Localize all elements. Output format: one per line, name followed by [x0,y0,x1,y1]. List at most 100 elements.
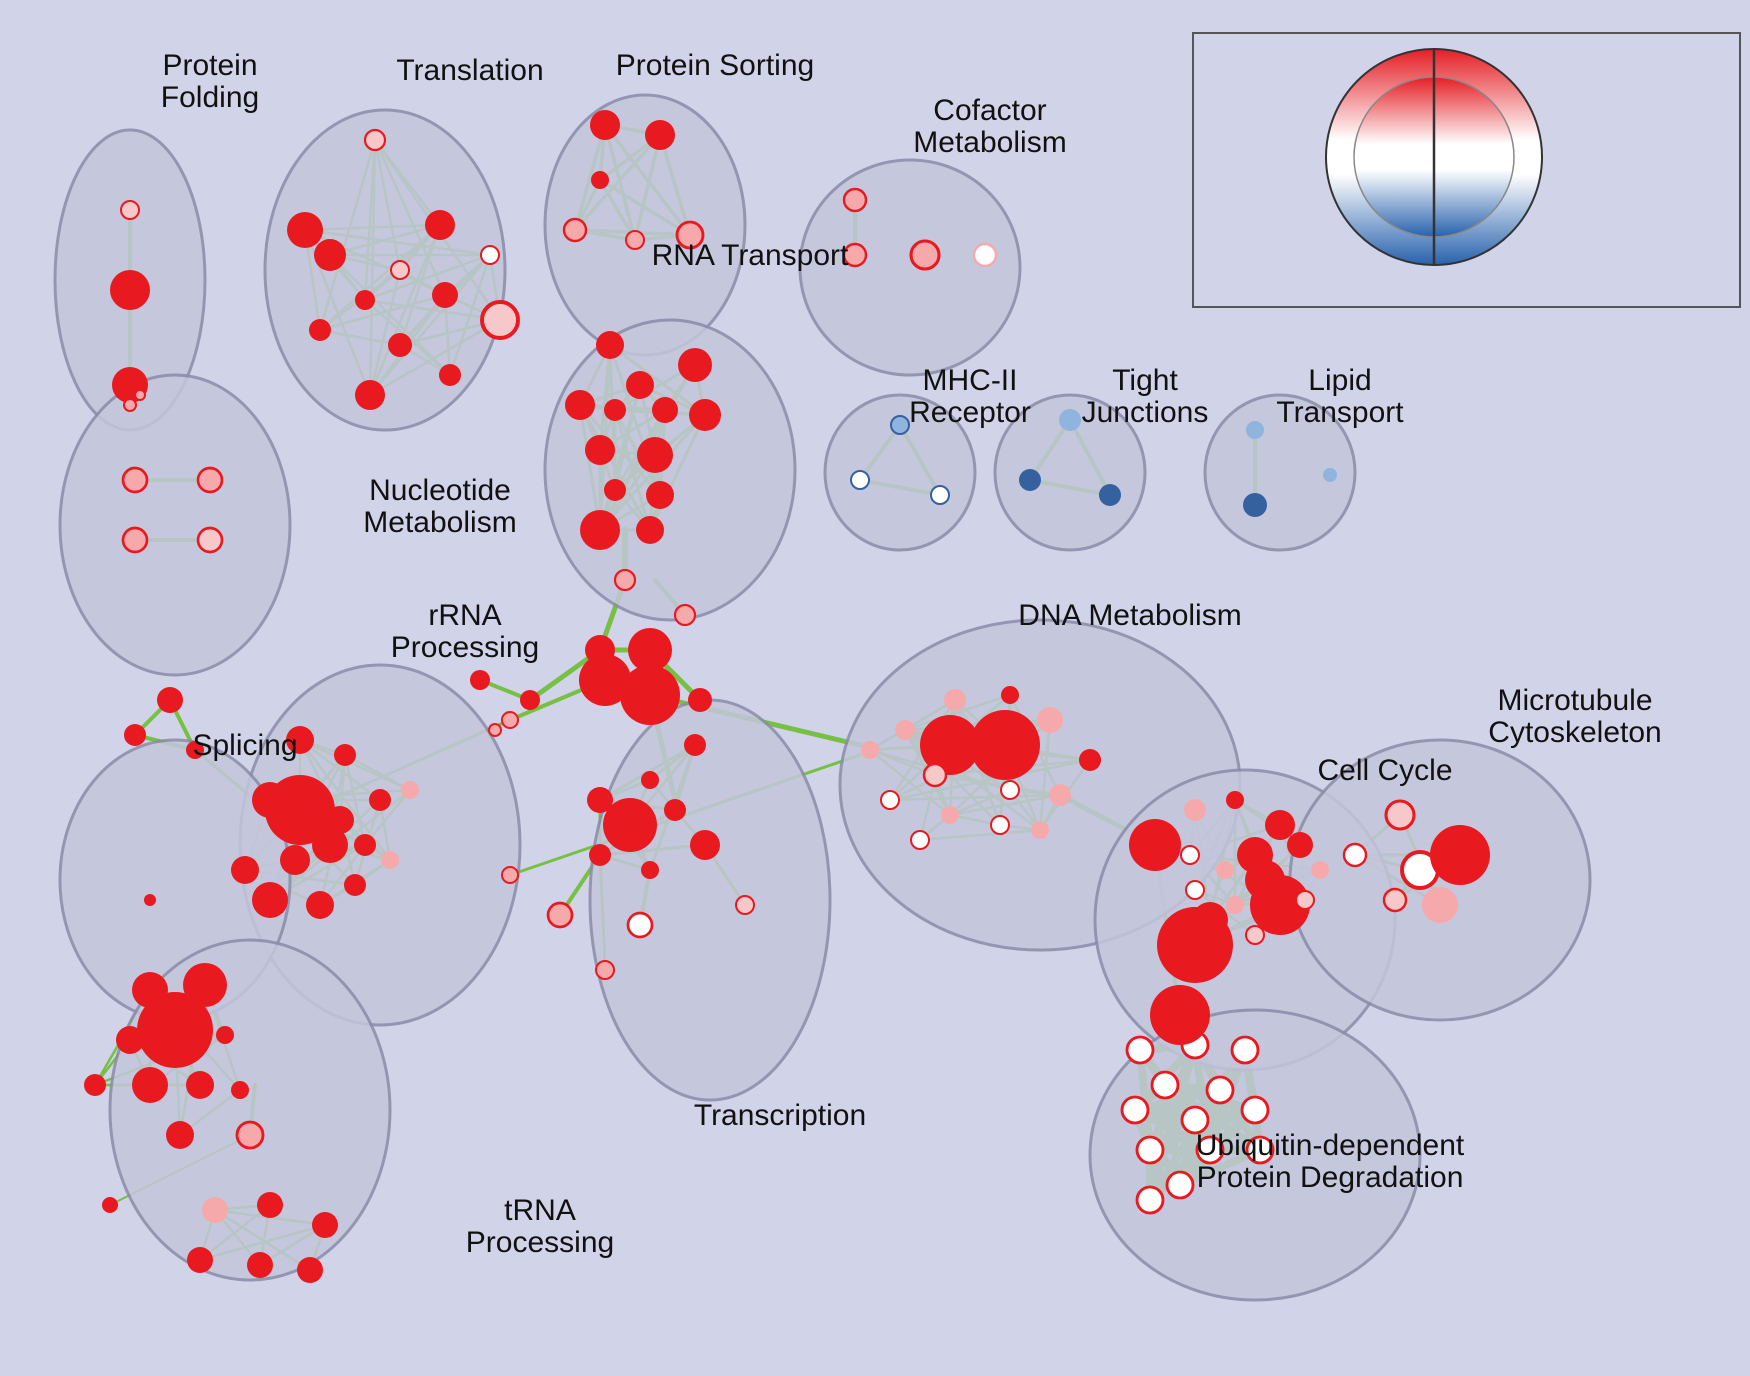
gene-set-node[interactable] [381,851,399,869]
gene-set-node[interactable] [677,222,703,248]
gene-set-node[interactable] [355,380,385,410]
gene-set-node[interactable] [548,903,572,927]
gene-set-node[interactable] [1287,832,1313,858]
gene-set-node[interactable] [736,896,754,914]
gene-set-node[interactable] [911,241,939,269]
gene-set-node[interactable] [102,1197,118,1213]
gene-set-node[interactable] [425,210,455,240]
gene-set-node[interactable] [1197,1137,1223,1163]
gene-set-node[interactable] [388,333,412,357]
gene-set-node[interactable] [198,528,222,552]
gene-set-node[interactable] [1216,861,1234,879]
gene-set-node[interactable] [944,689,966,711]
gene-set-node[interactable] [1157,907,1233,983]
gene-set-node[interactable] [110,270,150,310]
gene-set-node[interactable] [891,416,909,434]
gene-set-node[interactable] [628,913,652,937]
gene-set-node[interactable] [1232,1037,1258,1063]
gene-set-node[interactable] [84,1074,106,1096]
gene-set-node[interactable] [334,744,356,766]
gene-set-node[interactable] [924,764,946,786]
gene-set-node[interactable] [931,486,949,504]
gene-set-node[interactable] [247,1252,273,1278]
gene-set-node[interactable] [1079,749,1101,771]
gene-set-node[interactable] [1137,1187,1163,1213]
gene-set-node[interactable] [166,1121,194,1149]
gene-set-node[interactable] [1150,985,1210,1045]
gene-set-node[interactable] [1323,468,1337,482]
gene-set-node[interactable] [286,726,314,754]
gene-set-node[interactable] [187,1247,213,1273]
gene-set-node[interactable] [257,1192,283,1218]
gene-set-node[interactable] [123,468,147,492]
gene-set-node[interactable] [231,1081,249,1099]
gene-set-node[interactable] [520,690,540,710]
gene-set-node[interactable] [312,1212,338,1238]
gene-set-node[interactable] [144,894,156,906]
gene-set-node[interactable] [603,798,657,852]
gene-set-node[interactable] [652,397,678,423]
gene-set-node[interactable] [580,510,620,550]
gene-set-node[interactable] [1226,791,1244,809]
gene-set-node[interactable] [157,687,183,713]
gene-set-node[interactable] [355,290,375,310]
gene-set-node[interactable] [596,331,624,359]
gene-set-node[interactable] [1001,686,1019,704]
gene-set-node[interactable] [590,110,620,140]
gene-set-node[interactable] [637,437,673,473]
gene-set-node[interactable] [1129,819,1181,871]
gene-set-node[interactable] [641,771,659,789]
gene-set-node[interactable] [991,816,1009,834]
gene-set-node[interactable] [354,834,376,856]
gene-set-node[interactable] [1031,821,1049,839]
gene-set-node[interactable] [1344,844,1366,866]
gene-set-node[interactable] [1186,881,1204,899]
gene-set-node[interactable] [502,867,518,883]
gene-set-node[interactable] [974,244,996,266]
gene-set-node[interactable] [1207,1077,1233,1103]
gene-set-node[interactable] [1181,846,1199,864]
gene-set-node[interactable] [344,874,366,896]
gene-set-node[interactable] [626,371,654,399]
gene-set-node[interactable] [124,399,136,411]
gene-set-node[interactable] [585,435,615,465]
gene-set-node[interactable] [844,244,866,266]
gene-set-node[interactable] [1182,1107,1208,1133]
gene-set-node[interactable] [844,189,866,211]
gene-set-node[interactable] [881,791,899,809]
gene-set-node[interactable] [564,219,586,241]
gene-set-node[interactable] [684,734,706,756]
gene-set-node[interactable] [851,471,869,489]
gene-set-node[interactable] [620,665,680,725]
gene-set-node[interactable] [391,261,409,279]
gene-set-node[interactable] [287,212,323,248]
gene-set-node[interactable] [911,831,929,849]
gene-set-node[interactable] [482,302,518,338]
gene-set-node[interactable] [121,201,139,219]
gene-set-node[interactable] [641,861,659,879]
gene-set-node[interactable] [565,390,595,420]
gene-set-node[interactable] [502,712,518,728]
gene-set-node[interactable] [123,528,147,552]
gene-set-node[interactable] [314,239,346,271]
gene-set-node[interactable] [135,390,145,400]
gene-set-node[interactable] [306,891,334,919]
gene-set-node[interactable] [615,570,635,590]
gene-set-node[interactable] [604,479,626,501]
gene-set-node[interactable] [604,399,626,421]
gene-set-node[interactable] [1059,409,1081,431]
gene-set-node[interactable] [895,720,915,740]
gene-set-node[interactable] [1167,1172,1193,1198]
gene-set-node[interactable] [481,246,499,264]
gene-set-node[interactable] [1001,781,1019,799]
gene-set-node[interactable] [1037,707,1063,733]
gene-set-node[interactable] [1384,889,1406,911]
gene-set-node[interactable] [1226,896,1244,914]
gene-set-node[interactable] [645,120,675,150]
gene-set-node[interactable] [369,789,391,811]
gene-set-node[interactable] [675,605,695,625]
gene-set-node[interactable] [1137,1137,1163,1163]
gene-set-node[interactable] [1049,784,1071,806]
gene-set-node[interactable] [678,348,712,382]
gene-set-node[interactable] [688,688,712,712]
